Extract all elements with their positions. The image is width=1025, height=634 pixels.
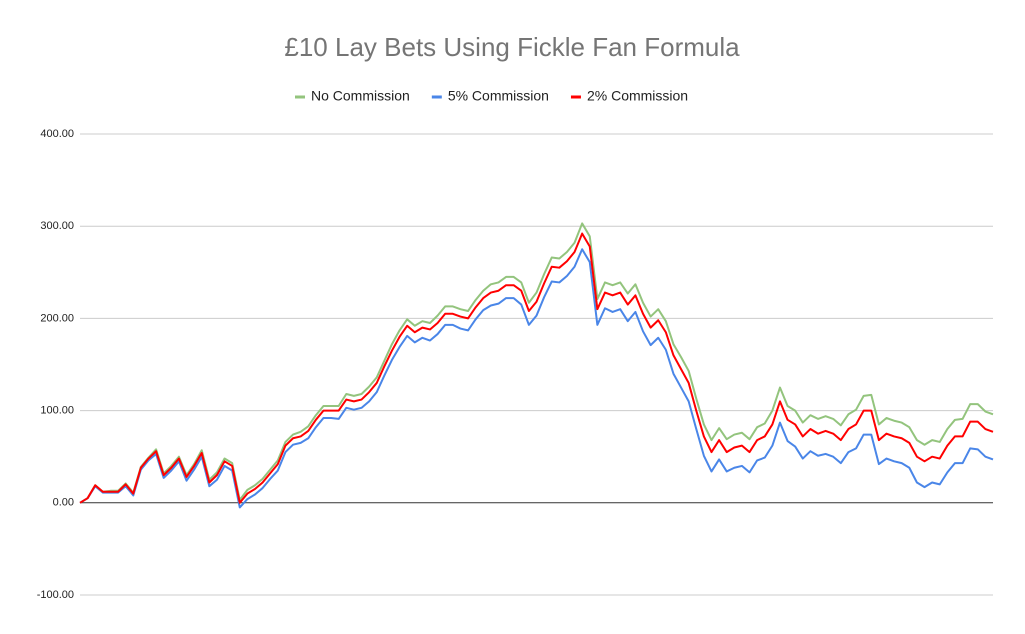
y-tick-label: 300.00 — [40, 220, 74, 232]
y-tick-label: -100.00 — [37, 589, 74, 601]
legend-label: 2% Commission — [587, 88, 688, 104]
y-tick-label: 400.00 — [40, 128, 74, 140]
y-tick-label: 200.00 — [40, 312, 74, 324]
legend-label: No Commission — [311, 88, 410, 104]
series-line — [79, 222, 994, 504]
legend-label: 5% Commission — [448, 88, 549, 104]
y-tick-label: 0.00 — [53, 497, 74, 509]
chart-title: £10 Lay Bets Using Fickle Fan Formula — [284, 32, 740, 62]
y-tick-label: 100.00 — [40, 405, 74, 417]
series-line — [79, 232, 994, 504]
